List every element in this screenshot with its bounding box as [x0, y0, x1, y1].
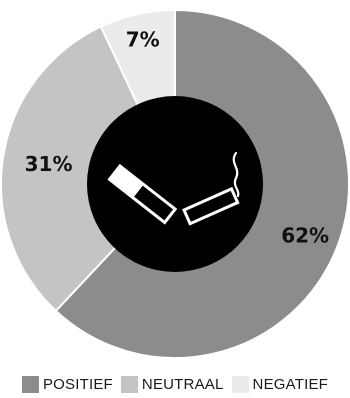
- slice-label-negatief: 7%: [126, 28, 160, 52]
- slice-label-neutraal: 31%: [25, 152, 73, 176]
- legend: POSITIEF NEUTRAAL NEGATIEF: [0, 372, 350, 396]
- cigarette-icon: [107, 151, 240, 226]
- legend-swatch-negatief: [231, 375, 249, 393]
- legend-label-positief: POSITIEF: [42, 375, 113, 393]
- legend-item-positief: POSITIEF: [21, 375, 113, 393]
- slice-neutraal: [0, 25, 177, 313]
- donut-center: [87, 96, 263, 272]
- legend-label-negatief: NEGATIEF: [252, 375, 329, 393]
- slice-label-positief: 62%: [281, 224, 329, 248]
- legend-label-neutraal: NEUTRAAL: [141, 375, 224, 393]
- legend-swatch-positief: [21, 375, 39, 393]
- legend-item-neutraal: NEUTRAAL: [120, 375, 224, 393]
- legend-swatch-neutraal: [120, 375, 138, 393]
- legend-item-negatief: NEGATIEF: [231, 375, 329, 393]
- donut-chart: 62% 31% 7%: [0, 8, 350, 359]
- slice-labels: 62% 31% 7%: [25, 28, 329, 248]
